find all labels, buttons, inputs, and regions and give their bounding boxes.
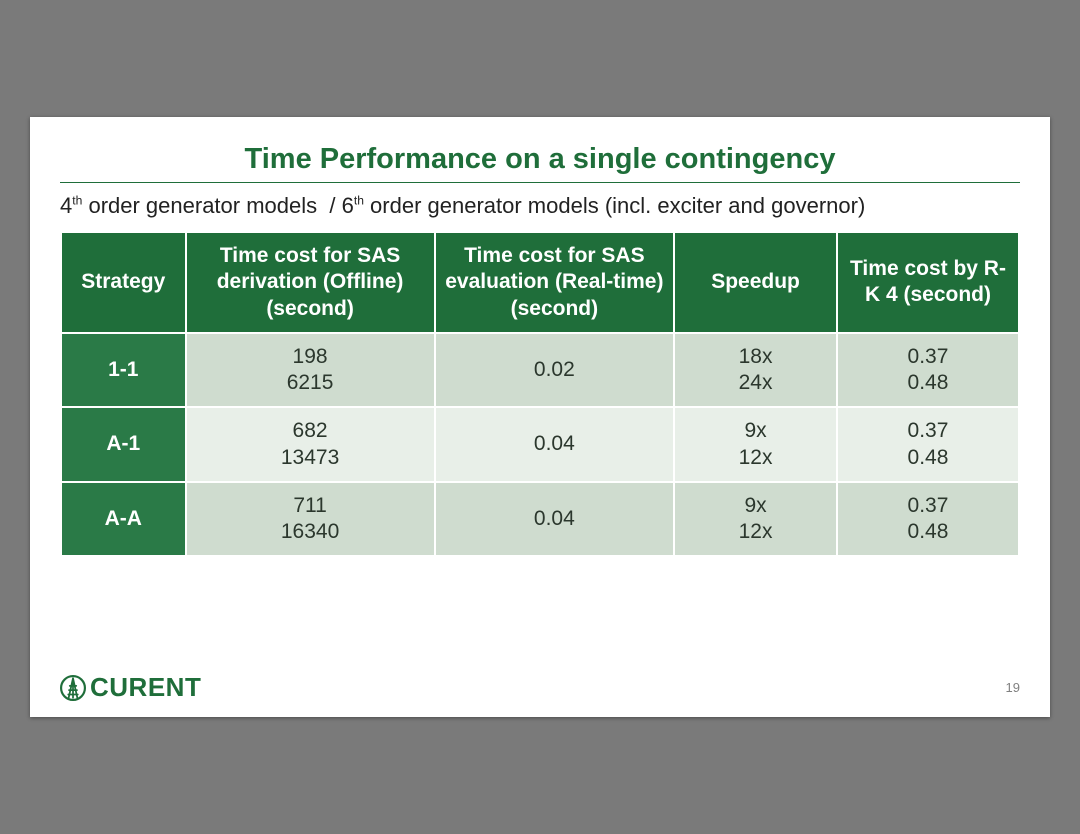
evaluation-cell: 0.04 [435, 482, 675, 557]
slide-title: Time Performance on a single contingency [60, 143, 1020, 176]
speedup-cell: 9x12x [674, 482, 837, 557]
slide-wrapper: Time Performance on a single contingency… [0, 0, 1080, 834]
strategy-cell: A-A [61, 482, 186, 557]
rk4-cell: 0.370.48 [837, 333, 1019, 408]
table-row: 1-119862150.0218x24x0.370.48 [61, 333, 1019, 408]
table-column-header: Speedup [674, 232, 837, 333]
speedup-cell: 9x12x [674, 407, 837, 482]
table-header-row: StrategyTime cost for SAS derivation (Of… [61, 232, 1019, 333]
table-head: StrategyTime cost for SAS derivation (Of… [61, 232, 1019, 333]
title-divider [60, 182, 1020, 183]
table-column-header: Time cost for SAS derivation (Offline) (… [186, 232, 435, 333]
table-row: A-1682134730.049x12x0.370.48 [61, 407, 1019, 482]
table-row: A-A711163400.049x12x0.370.48 [61, 482, 1019, 557]
derivation-cell: 1986215 [186, 333, 435, 408]
speedup-cell: 18x24x [674, 333, 837, 408]
table-column-header: Time cost for SAS evaluation (Real-time)… [435, 232, 675, 333]
strategy-cell: A-1 [61, 407, 186, 482]
brand-logo: CURENT [60, 672, 201, 703]
page-number: 19 [1006, 680, 1020, 695]
slide: Time Performance on a single contingency… [30, 117, 1050, 717]
brand-name: CURENT [90, 672, 201, 703]
derivation-cell: 71116340 [186, 482, 435, 557]
rk4-cell: 0.370.48 [837, 407, 1019, 482]
strategy-cell: 1-1 [61, 333, 186, 408]
table-column-header: Strategy [61, 232, 186, 333]
evaluation-cell: 0.02 [435, 333, 675, 408]
evaluation-cell: 0.04 [435, 407, 675, 482]
slide-subtitle: 4th order generator models / 6th order g… [60, 193, 1020, 219]
slide-footer: CURENT 19 [60, 672, 1020, 703]
rk4-cell: 0.370.48 [837, 482, 1019, 557]
table-column-header: Time cost by R-K 4 (second) [837, 232, 1019, 333]
table-body: 1-119862150.0218x24x0.370.48A-1682134730… [61, 333, 1019, 557]
performance-table: StrategyTime cost for SAS derivation (Of… [60, 231, 1020, 557]
tower-icon [60, 675, 86, 701]
derivation-cell: 68213473 [186, 407, 435, 482]
